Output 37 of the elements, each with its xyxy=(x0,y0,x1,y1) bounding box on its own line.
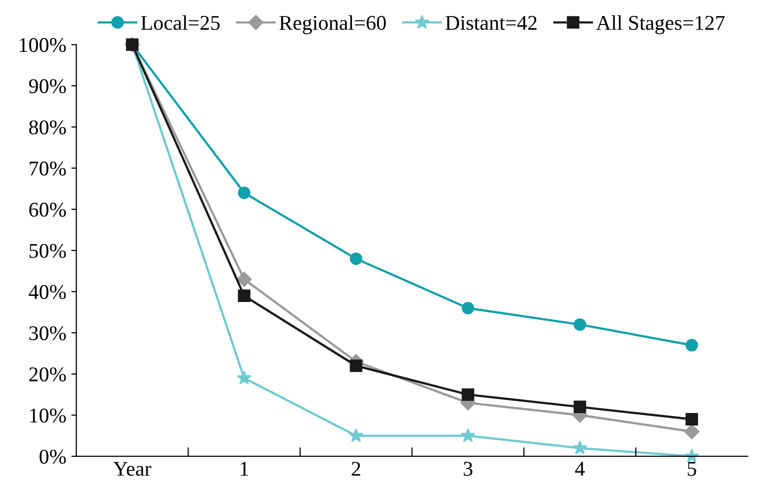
point xyxy=(350,252,362,265)
point xyxy=(236,370,252,384)
x-tick-label: 4 xyxy=(575,462,585,476)
point xyxy=(574,318,586,331)
x-tick-label: 2 xyxy=(352,462,360,476)
point xyxy=(462,302,474,314)
legend-label: Regional=60 xyxy=(279,15,386,34)
point xyxy=(462,388,474,401)
y-tick-label: 20% xyxy=(29,367,66,382)
y-tick-label: 30% xyxy=(29,326,66,340)
point xyxy=(684,424,700,440)
point xyxy=(348,428,364,442)
x-tick-label: 1 xyxy=(240,462,248,476)
y-tick-label: 50% xyxy=(30,244,66,258)
point xyxy=(238,186,250,200)
y-tick-label: 90% xyxy=(29,79,66,94)
point xyxy=(350,360,362,372)
y-tick-label: 40% xyxy=(28,285,66,300)
x-tick-label: 3 xyxy=(464,462,472,476)
point xyxy=(574,400,586,414)
y-tick-label: 80% xyxy=(29,120,66,134)
legend-label: Distant=42 xyxy=(446,16,537,30)
y-tick-label: 0% xyxy=(40,450,66,464)
point xyxy=(686,413,698,426)
point xyxy=(460,428,476,442)
legend-label: Local=25 xyxy=(141,15,220,30)
legend-label: All Stages=127 xyxy=(596,15,725,34)
x-tick-label: Year xyxy=(113,462,152,476)
point xyxy=(238,290,250,302)
x-tick-label: 5 xyxy=(688,462,696,476)
point xyxy=(572,440,588,454)
y-tick-label: 100% xyxy=(20,38,66,52)
point xyxy=(686,338,698,352)
y-tick-label: 70% xyxy=(30,162,66,176)
y-tick-label: 10% xyxy=(30,408,66,423)
point xyxy=(236,272,252,287)
y-tick-label: 60% xyxy=(29,202,66,217)
